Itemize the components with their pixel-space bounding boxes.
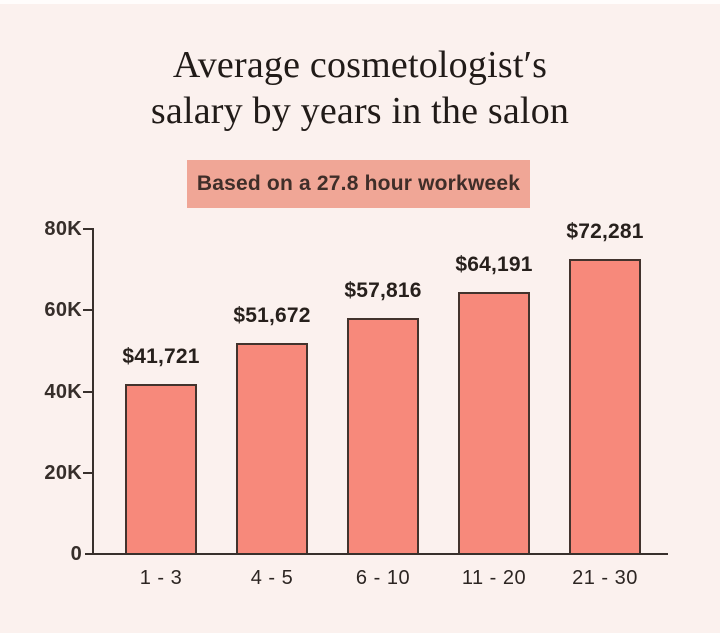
x-axis-label: 4 - 5 <box>250 567 294 589</box>
y-tick-mark <box>83 309 92 312</box>
bar-11-20 <box>458 292 530 553</box>
chart-title-line1: Average cosmetologist′s <box>172 44 548 86</box>
y-tick-label: 0 <box>70 543 82 565</box>
chart-title: Average cosmetologist′s salary by years … <box>0 42 720 134</box>
bar-value-label: $72,281 <box>566 220 644 244</box>
bar-21-30 <box>569 259 641 553</box>
subtitle-badge: Based on a 27.8 hour workweek <box>187 160 530 208</box>
bar-value-label: $51,672 <box>233 304 311 328</box>
y-tick-label: 60K <box>44 299 82 322</box>
x-axis-label: 1 - 3 <box>139 567 183 589</box>
bar-value-label: $57,816 <box>344 279 422 303</box>
y-tick-label: 40K <box>44 380 82 403</box>
x-axis-line <box>85 553 668 555</box>
x-axis-label: 21 - 30 <box>572 567 638 589</box>
top-border-strip <box>0 0 720 4</box>
y-tick-mark <box>83 228 92 230</box>
y-tick-mark <box>83 390 92 393</box>
chart-title-line2: salary by years in the salon <box>150 90 570 132</box>
bar-1-3 <box>125 383 197 553</box>
y-tick-mark <box>83 471 92 474</box>
y-tick-label: 20K <box>44 461 82 484</box>
x-axis-label: 6 - 10 <box>355 567 411 589</box>
bar-6-10 <box>347 318 419 553</box>
x-axis-label: 11 - 20 <box>461 567 527 589</box>
y-tick-label: 80K <box>44 218 82 240</box>
y-axis-line <box>92 228 94 555</box>
bar-value-label: $41,721 <box>122 344 200 368</box>
bar-value-label: $64,191 <box>455 253 533 277</box>
bar-4-5 <box>236 343 308 553</box>
